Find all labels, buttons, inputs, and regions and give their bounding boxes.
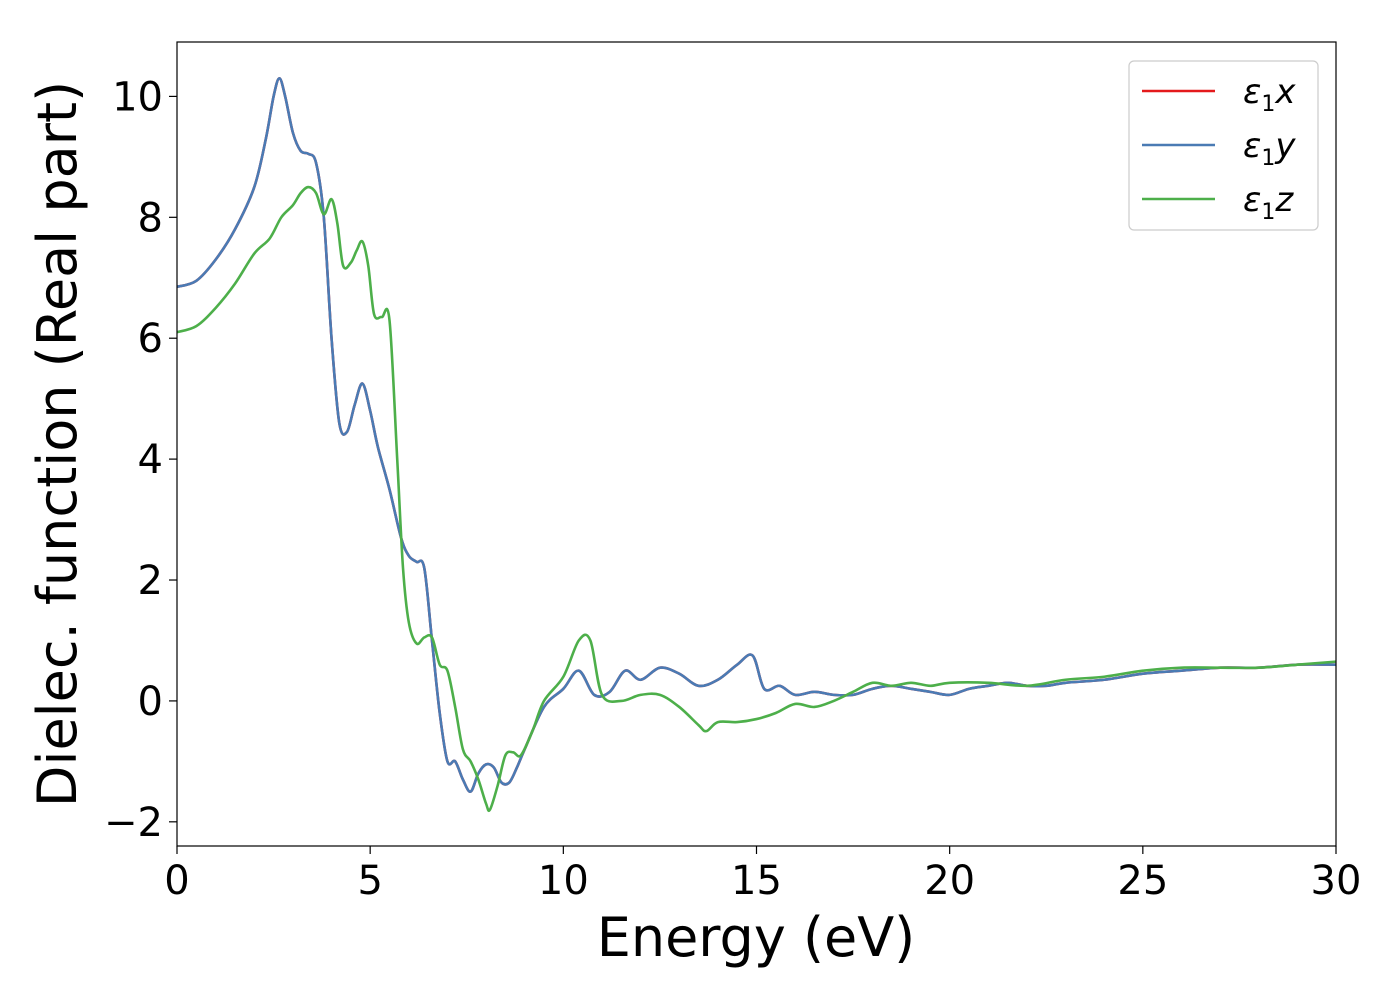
y-tick-label: 0 — [138, 679, 163, 725]
x-axis-ticks: 0 5 10 15 20 25 30 — [164, 846, 1361, 904]
y-axis-title: Dielec. function (Real part) — [26, 81, 89, 807]
x-tick-label: 10 — [538, 858, 589, 904]
y-tick-label: 8 — [138, 195, 163, 241]
y-tick-label: 10 — [112, 74, 163, 120]
legend-label-eps1-z: ε1z — [1243, 180, 1294, 225]
x-tick-label: 30 — [1311, 858, 1362, 904]
x-tick-label: 5 — [357, 858, 382, 904]
y-tick-label: 2 — [138, 558, 163, 604]
series-line-eps1-z — [177, 185, 1336, 813]
legend-label-eps1-x: ε1x — [1243, 72, 1296, 117]
series-line-eps1-y — [177, 76, 1336, 793]
series-layer — [177, 76, 1336, 813]
y-tick-label: 4 — [138, 437, 163, 483]
legend-box — [1128, 60, 1319, 231]
y-tick-label: −2 — [104, 800, 163, 846]
legend-label-eps1-y: ε1y — [1243, 126, 1296, 171]
y-axis-ticks: −2 0 2 4 6 8 10 — [104, 74, 177, 846]
x-tick-label: 0 — [164, 858, 189, 904]
legend: ε1x ε1y ε1z — [1128, 60, 1319, 231]
x-tick-label: 20 — [924, 858, 975, 904]
y-tick-label: 6 — [138, 316, 163, 362]
x-axis-title: Energy (eV) — [597, 906, 916, 969]
x-tick-label: 25 — [1117, 858, 1168, 904]
x-tick-label: 15 — [731, 858, 782, 904]
